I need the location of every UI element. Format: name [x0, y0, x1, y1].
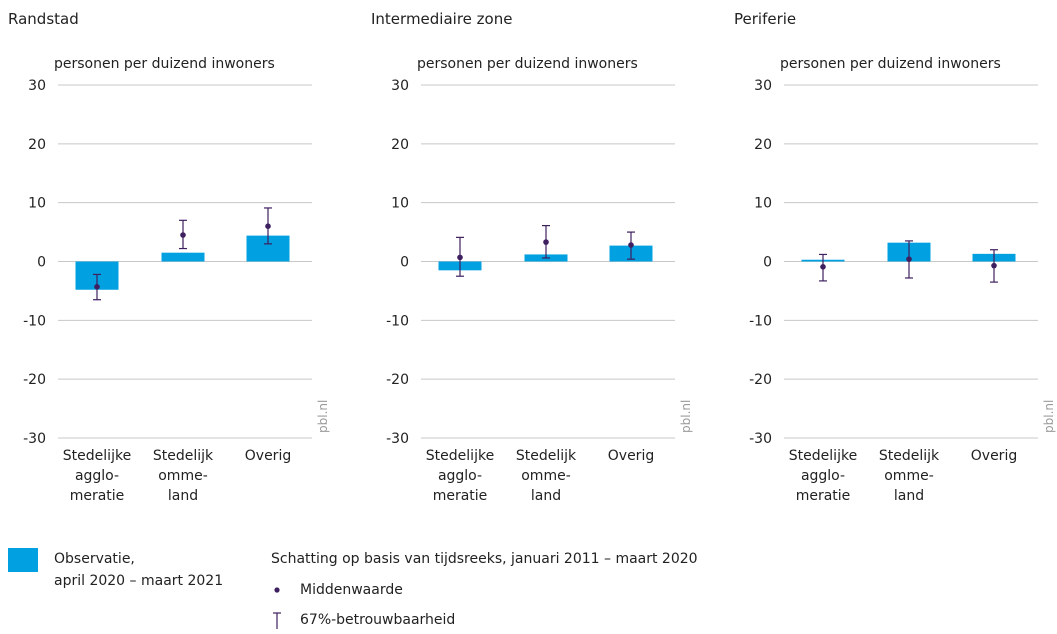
x-tick-label: land — [168, 488, 198, 504]
middenwaarde-label: Middenwaarde — [300, 582, 403, 598]
chart-area: Randstad personen per duizend inwoners 30 2… — [8, 10, 1056, 504]
observatie-legend-label: Observatie, april 2020 – maart 2021 — [54, 548, 223, 592]
y-axis-label: personen per duizend inwoners — [417, 56, 638, 72]
x-tick-label: agglo- — [438, 468, 482, 484]
x-tick-label: land — [531, 488, 561, 504]
y-axis-label: personen per duizend inwoners — [780, 56, 1001, 72]
x-tick-label: Stedelijk — [516, 448, 577, 464]
x-tick-label: omme- — [158, 468, 208, 484]
y-tick-label: 30 — [391, 78, 409, 94]
y-tick-label: -20 — [749, 372, 772, 388]
panel-title: Periferie — [734, 10, 796, 28]
y-tick-label: 10 — [754, 196, 772, 212]
errorbar-icon — [273, 612, 281, 629]
x-tick-label: Stedelijke — [426, 448, 494, 464]
bar — [161, 252, 205, 262]
dot-icon — [274, 587, 280, 593]
panel-title: Intermediaire zone — [371, 10, 512, 28]
observatie-swatch — [8, 548, 38, 572]
y-tick-label: 10 — [391, 196, 409, 212]
x-tick-label: meratie — [796, 488, 851, 504]
x-tick-label: omme- — [521, 468, 571, 484]
schatting-legend-title: Schatting op basis van tijdsreeks, janua… — [271, 551, 698, 567]
middenwaarde-point — [991, 262, 997, 269]
middenwaarde-point — [543, 239, 549, 245]
middenwaarde-point — [628, 242, 634, 248]
observatie-label-line-1: Observatie, — [54, 551, 135, 567]
y-tick-label: -10 — [386, 313, 409, 329]
x-tick-label: Stedelijk — [153, 448, 214, 464]
y-tick-label: -30 — [386, 431, 409, 447]
x-tick-label: Overig — [608, 448, 654, 464]
y-axis-label: personen per duizend inwoners — [54, 56, 275, 72]
panel-title: Randstad — [8, 10, 79, 28]
legend: Observatie, april 2020 – maart 2021 Scha… — [8, 548, 1048, 634]
y-tick-label: -10 — [749, 313, 772, 329]
y-tick-label: 10 — [28, 196, 46, 212]
observatie-label-line-2: april 2020 – maart 2021 — [54, 573, 224, 589]
y-tick-label: -30 — [749, 431, 772, 447]
watermark: pbl.nl — [1042, 400, 1056, 433]
middenwaarde-point — [94, 283, 100, 290]
watermark: pbl.nl — [316, 400, 330, 433]
y-tick-label: 30 — [754, 78, 772, 94]
middenwaarde-point — [457, 254, 463, 261]
middenwaarde-point — [820, 263, 826, 270]
middenwaarde-point — [180, 232, 186, 238]
y-tick-label: 20 — [754, 137, 772, 153]
y-tick-label: -20 — [386, 372, 409, 388]
x-tick-label: Stedelijke — [789, 448, 857, 464]
x-tick-label: omme- — [884, 468, 934, 484]
x-tick-label: Stedelijk — [879, 448, 940, 464]
x-tick-label: agglo- — [75, 468, 119, 484]
x-tick-label: Overig — [245, 448, 291, 464]
betrouwbaarheid-label: 67%-betrouwbaarheid — [300, 612, 456, 628]
chart-panel-2: Intermediaire zone personen per duizend i… — [371, 10, 693, 504]
y-tick-label: 0 — [37, 255, 46, 271]
y-tick-label: -10 — [23, 313, 46, 329]
y-tick-label: 20 — [28, 137, 46, 153]
x-tick-label: Stedelijke — [63, 448, 131, 464]
y-tick-label: 0 — [763, 255, 772, 271]
x-tick-label: agglo- — [801, 468, 845, 484]
x-tick-label: meratie — [433, 488, 488, 504]
y-tick-label: -30 — [23, 431, 46, 447]
x-tick-label: meratie — [70, 488, 125, 504]
middenwaarde-point — [906, 256, 912, 262]
x-tick-label: Overig — [971, 448, 1017, 464]
chart-panel-1: Randstad personen per duizend inwoners 30 2… — [8, 10, 330, 504]
y-tick-label: 0 — [400, 255, 409, 271]
y-tick-label: 20 — [391, 137, 409, 153]
x-tick-label: land — [894, 488, 924, 504]
chart-panel-3: Periferie personen per duizend inwoners 30… — [734, 10, 1056, 504]
y-tick-label: -20 — [23, 372, 46, 388]
watermark: pbl.nl — [679, 400, 693, 433]
y-tick-label: 30 — [28, 78, 46, 94]
middenwaarde-point — [265, 223, 271, 229]
